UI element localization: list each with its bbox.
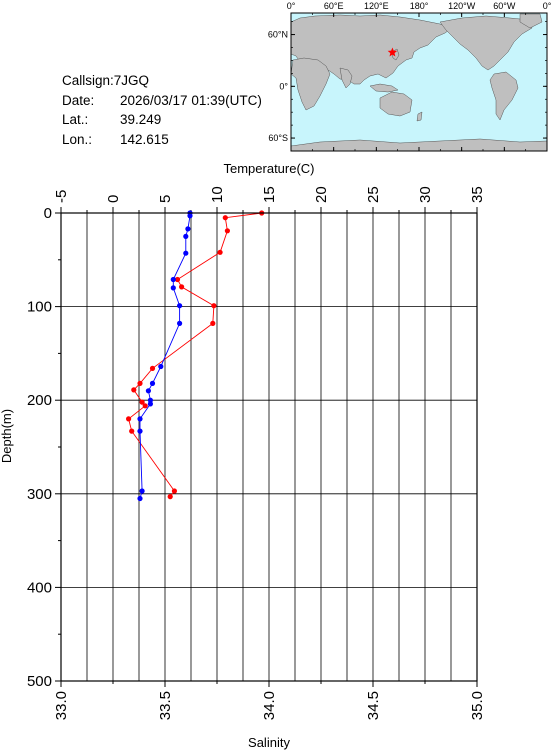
temperature-tick-label: 0 [105,195,122,203]
station-marker [387,47,398,57]
series-layer [126,210,265,502]
salinity-axis-label: Salinity [248,735,290,750]
temperature-point [179,284,185,290]
temperature-tick-label: 10 [209,186,226,203]
lat-row: Lat.: 39.249 [62,110,262,130]
temperature-point [126,416,132,422]
map-longitude-label: 0° [543,1,552,11]
temperature-tick-label: 5 [157,195,174,203]
salinity-point [149,380,156,386]
temperature-point [217,249,223,255]
lon-label: Lon.: [62,131,93,147]
lat-value: 39.249 [120,112,162,127]
salinity-point [177,320,183,326]
map-longitude-label: 120°W [448,1,476,11]
salinity-point [139,488,145,494]
temperature-tick-label: 30 [417,186,434,203]
depth-tick-label: 300 [27,486,52,503]
grid [60,213,478,681]
temperature-point [171,488,177,494]
temperature-point [222,215,228,221]
salinity-point [158,363,164,370]
salinity-tick-label: 34.0 [261,691,278,720]
temperature-tick-label: 25 [365,186,382,203]
axes [55,207,478,687]
land-south-america [489,71,519,121]
salinity-point [170,276,176,283]
temperature-point [139,399,145,405]
lon-row: Lon.: 142.615 [62,130,262,150]
temperature-point [129,428,135,434]
temperature-point [174,276,181,283]
land-australia [379,91,413,117]
salinity-point [187,213,193,219]
map-longitude-label: 60°W [493,1,516,11]
map-latitude-label: 60°S [268,133,288,143]
map-longitude-label: 120°E [364,1,389,11]
temperature-point [142,403,148,409]
depth-axis-label: Depth(m) [0,409,14,463]
salinity-point [183,233,189,239]
lon-value: 142.615 [120,131,169,147]
temperature-tick-label: -5 [53,190,70,203]
salinity-point [137,416,143,422]
depth-tick-label: 500 [27,673,52,690]
salinity-point [170,285,176,291]
map-tick-labels: 0° 60°E 120°E 180° 120°W 60°W 0° 60°N 0° 60°S [268,1,552,143]
map-longitude-label: 60°E [324,1,344,11]
date-value: 2026/03/17 01:39(UTC) [120,92,262,108]
depth-tick-labels: 0 100 200 300 400 500 [27,205,52,690]
salinity-point [147,397,153,403]
salinity-tick-label: 35.0 [469,691,486,720]
salinity-point [137,495,143,502]
salinity-point [183,250,189,256]
temperature-axis-label: Temperature(C) [223,161,314,176]
date-row: Date: 2026/03/17 01:39(UTC) [62,91,262,111]
map-latitude-label: 60°N [268,30,288,40]
land-africa [290,57,331,111]
salinity-tick-labels: 33.0 33.5 34.0 34.5 35.0 [53,691,486,720]
land-north-america [439,15,533,71]
salinity-point [145,388,151,394]
map-land [290,13,548,152]
land-india [339,67,353,89]
temperature-point [137,380,143,386]
salinity-point [185,226,191,232]
temperature-tick-labels: -5 0 5 10 15 20 25 30 35 [53,186,486,203]
map-latitude-label: 0° [279,81,288,91]
map-longitude-label: 180° [410,1,429,11]
depth-tick-label: 200 [27,392,52,409]
temperature-point [149,365,156,371]
depth-tick-label: 100 [27,299,52,316]
salinity-tick-label: 34.5 [365,691,382,720]
salinity-point [177,303,183,309]
callsign: Callsign:7JGQ [62,73,150,88]
land-indonesia [369,83,399,93]
depth-tick-label: 400 [27,579,52,596]
station-info: Callsign:7JGQ Date: 2026/03/17 01:39(UTC)… [62,71,262,149]
salinity-tick-label: 33.5 [157,691,174,720]
temperature-point [210,320,216,326]
land-greenland [519,13,543,29]
temperature-point [167,494,173,500]
salinity-point [137,428,143,434]
temperature-tick-label: 35 [469,186,486,203]
map-ticks [290,13,548,152]
land-new-zealand [416,111,423,122]
plot-frame [60,212,478,682]
salinity-point [147,401,153,407]
lat-label: Lat.: [62,112,89,127]
temperature-point [224,228,230,234]
temperature-tick-label: 20 [313,186,330,203]
map-longitude-label: 0° [287,1,296,11]
temperature-point [131,387,137,393]
temperature-tick-label: 15 [261,186,278,203]
depth-tick-label: 0 [44,205,52,222]
date-label: Date: [62,92,95,108]
temperature-point [211,303,217,309]
salinity-tick-label: 33.0 [53,691,70,720]
